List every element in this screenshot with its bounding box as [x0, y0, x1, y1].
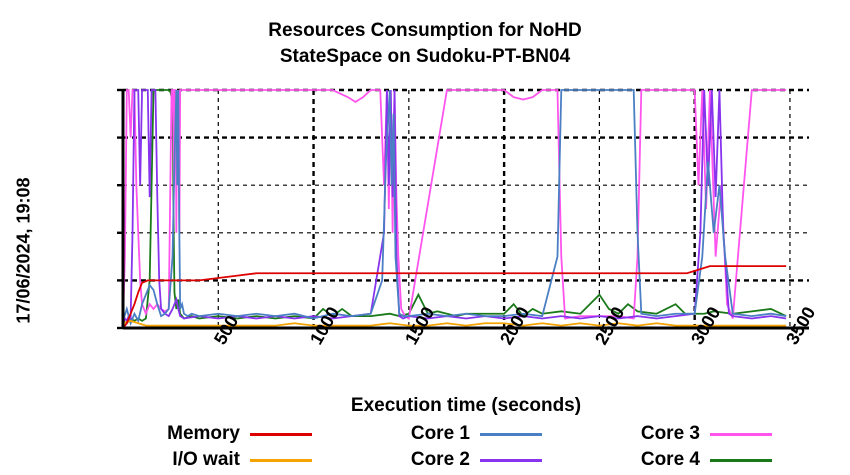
legend-color-swatch	[480, 432, 542, 436]
legend-color-swatch	[710, 458, 772, 462]
legend-color-swatch	[250, 458, 312, 462]
legend-label: Core 2	[410, 449, 470, 470]
legend-label: Core 4	[640, 449, 700, 470]
legend-item[interactable]: Core 3	[560, 422, 772, 446]
series-group	[122, 89, 787, 329]
legend-label: Core 3	[640, 423, 700, 444]
chart-title-line-2: StateSpace on Sudoku-PT-BN04	[279, 46, 571, 67]
x-axis-title: Execution time (seconds)	[350, 395, 582, 416]
legend-color-swatch	[250, 432, 312, 436]
series-line-core4	[122, 89, 787, 325]
legend-item[interactable]: Core 1	[330, 422, 542, 446]
legend-item[interactable]: Core 2	[330, 448, 542, 472]
chart-title: Resources Consumption for NoHD StateSpac…	[0, 18, 850, 70]
legend-color-swatch	[480, 458, 542, 462]
y-axis-tick-labels: 0%20%40%60%80%100%	[0, 0, 116, 475]
series-line-memory	[122, 265, 787, 329]
legend-color-swatch	[710, 432, 772, 436]
legend-item[interactable]: I/O wait	[100, 448, 312, 472]
axis-frame	[117, 88, 809, 330]
legend-item[interactable]: Core 4	[560, 448, 772, 472]
legend-label: I/O wait	[172, 449, 240, 470]
legend-label: Core 1	[410, 423, 470, 444]
chart-title-line-1: Resources Consumption for NoHD	[268, 20, 582, 41]
series-line-io_wait	[122, 319, 787, 327]
legend-item[interactable]: Memory	[100, 422, 312, 446]
series-line-core2	[122, 89, 787, 324]
legend-label: Memory	[167, 423, 240, 444]
series-line-core3	[122, 89, 787, 324]
series-line-core1	[122, 89, 787, 327]
chart-legend: Memory I/O wait Core 1 Core 2 Core 3 Core 4	[0, 420, 850, 475]
